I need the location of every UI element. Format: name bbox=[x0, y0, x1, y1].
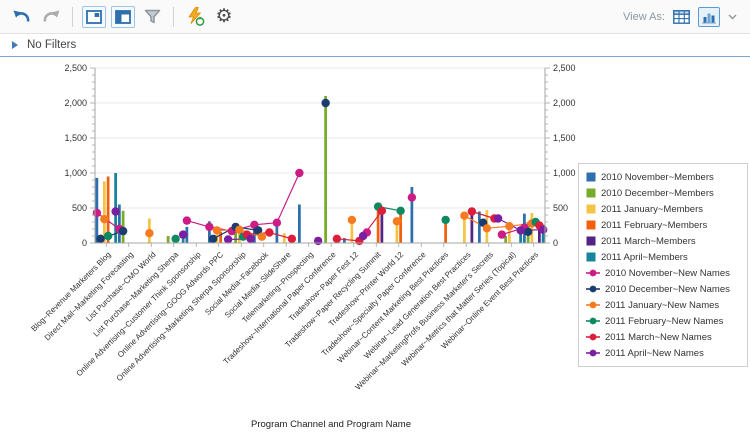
svg-text:1,500: 1,500 bbox=[64, 133, 87, 143]
view-dropdown-chevron-icon[interactable] bbox=[725, 11, 740, 23]
view-as-label: View As: bbox=[623, 10, 665, 23]
legend-item[interactable]: 2010 November~Members bbox=[586, 169, 740, 185]
filters-label: No Filters bbox=[27, 39, 77, 51]
legend: 2010 November~Members 2010 December~Membe… bbox=[578, 163, 748, 367]
svg-text:Blog~Revenue Marketers Blog: Blog~Revenue Marketers Blog bbox=[29, 250, 112, 333]
filters-expander-icon[interactable] bbox=[12, 41, 18, 49]
legend-item[interactable]: 2011 January~Members bbox=[586, 201, 740, 217]
view-as-group: View As: bbox=[623, 6, 740, 27]
svg-text:0: 0 bbox=[82, 238, 87, 248]
legend-label: 2011 March~New Names bbox=[605, 331, 712, 343]
legend-swatch-square bbox=[586, 236, 596, 246]
legend-item[interactable]: 2011 February~New Names bbox=[586, 313, 740, 329]
panel-preview-icon[interactable] bbox=[82, 5, 106, 28]
svg-text:0: 0 bbox=[553, 238, 558, 248]
redo-icon[interactable] bbox=[39, 5, 63, 29]
svg-text:500: 500 bbox=[553, 203, 568, 213]
run-refresh-icon[interactable] bbox=[183, 5, 207, 29]
settings-gear-icon[interactable]: ⚙ bbox=[212, 5, 236, 29]
legend-label: 2011 February~New Names bbox=[605, 315, 724, 327]
legend-label: 2011 January~Members bbox=[601, 203, 704, 215]
legend-swatch-line-marker bbox=[586, 349, 600, 357]
x-axis-title: Program Channel and Program Name bbox=[251, 419, 411, 430]
svg-text:2,500: 2,500 bbox=[64, 63, 87, 73]
legend-label: 2010 December~New Names bbox=[605, 283, 730, 295]
legend-item[interactable]: 2011 April~New Names bbox=[586, 345, 740, 361]
legend-swatch-square bbox=[586, 172, 596, 182]
legend-item[interactable]: 2010 December~New Names bbox=[586, 281, 740, 297]
legend-item[interactable]: 2011 March~New Names bbox=[586, 329, 740, 345]
legend-item[interactable]: 2011 March~Members bbox=[586, 233, 740, 249]
legend-item[interactable]: 2011 January~New Names bbox=[586, 297, 740, 313]
chart-view-icon[interactable] bbox=[698, 6, 720, 27]
legend-label: 2010 November~Members bbox=[601, 171, 714, 183]
legend-swatch-square bbox=[586, 204, 596, 214]
toolbar-separator bbox=[72, 6, 73, 27]
panel-layout-icon[interactable] bbox=[111, 5, 135, 28]
svg-text:2,000: 2,000 bbox=[64, 98, 87, 108]
legend-label: 2011 February~Members bbox=[601, 219, 708, 231]
filter-funnel-icon[interactable] bbox=[140, 5, 164, 29]
svg-text:2,500: 2,500 bbox=[553, 63, 576, 73]
chart-panel: 0 0 500 500 1,000 1,000 1,500 1,500 2,000 2,000 2,… bbox=[0, 57, 750, 442]
legend-label: 2011 March~Members bbox=[601, 235, 696, 247]
svg-text:1,000: 1,000 bbox=[553, 168, 576, 178]
svg-text:1,500: 1,500 bbox=[553, 133, 576, 143]
legend-label: 2011 January~New Names bbox=[605, 299, 720, 311]
undo-icon[interactable] bbox=[10, 5, 34, 29]
legend-label: 2011 April~New Names bbox=[605, 347, 704, 359]
svg-text:2,000: 2,000 bbox=[553, 98, 576, 108]
legend-label: 2010 November~New Names bbox=[605, 267, 730, 279]
svg-text:500: 500 bbox=[72, 203, 87, 213]
toolbar-separator bbox=[173, 6, 174, 27]
legend-swatch-line-marker bbox=[586, 285, 600, 293]
table-view-icon[interactable] bbox=[670, 7, 693, 27]
legend-item[interactable]: 2010 November~New Names bbox=[586, 265, 740, 281]
legend-swatch-square bbox=[586, 188, 596, 198]
legend-swatch-square bbox=[586, 252, 596, 262]
legend-swatch-line-marker bbox=[586, 269, 600, 277]
toolbar: ⚙ View As: bbox=[0, 0, 750, 34]
filters-bar: No Filters bbox=[0, 34, 750, 57]
svg-text:1,000: 1,000 bbox=[64, 168, 87, 178]
legend-swatch-line-marker bbox=[586, 317, 600, 325]
legend-swatch-line-marker bbox=[586, 301, 600, 309]
legend-swatch-square bbox=[586, 220, 596, 230]
legend-label: 2011 April~Members bbox=[601, 251, 688, 263]
legend-label: 2010 December~Members bbox=[601, 187, 714, 199]
legend-item[interactable]: 2011 April~Members bbox=[586, 249, 740, 265]
gear-glyph: ⚙ bbox=[215, 6, 233, 27]
combo-chart: 0 0 500 500 1,000 1,000 1,500 1,500 2,000 2,000 2,… bbox=[29, 63, 576, 392]
legend-item[interactable]: 2011 February~Members bbox=[586, 217, 740, 233]
legend-swatch-line-marker bbox=[586, 333, 600, 341]
legend-item[interactable]: 2010 December~Members bbox=[586, 185, 740, 201]
